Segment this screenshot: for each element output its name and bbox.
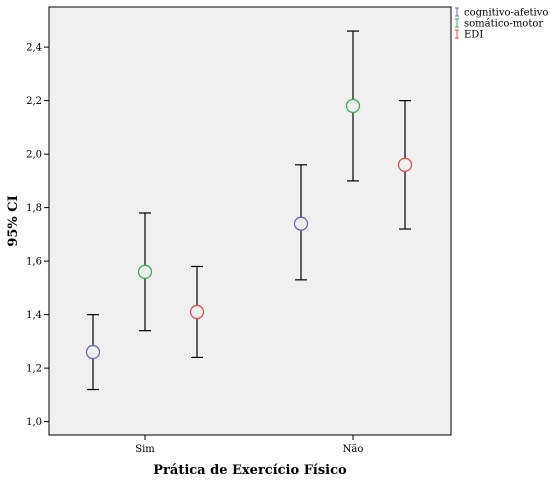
y-axis: 1,0 1,2 1,4 1,6 1,8 2,0 2,2 2,4 bbox=[26, 43, 49, 428]
series-layer bbox=[85, 30, 413, 391]
legend-label: cognitivo-afetivo bbox=[464, 8, 548, 19]
mean-marker bbox=[189, 304, 205, 320]
x-tick-label: Sim bbox=[135, 444, 155, 455]
y-tick-label: 1,8 bbox=[26, 203, 42, 214]
y-tick-label: 2,0 bbox=[26, 150, 42, 161]
mean-marker bbox=[345, 98, 361, 114]
y-tick-label: 1,4 bbox=[26, 310, 42, 321]
mean-marker bbox=[85, 344, 101, 360]
legend-label: EDI bbox=[464, 30, 483, 41]
y-tick-label: 2,4 bbox=[26, 43, 42, 54]
y-tick-label: 1,0 bbox=[26, 417, 42, 428]
y-tick-label: 1,2 bbox=[26, 364, 42, 375]
mean-marker bbox=[137, 264, 153, 279]
mean-marker bbox=[293, 216, 309, 231]
y-tick-label: 2,2 bbox=[26, 96, 42, 107]
mean-marker bbox=[397, 157, 413, 172]
plot-background bbox=[48, 6, 452, 436]
x-axis: Sim Não bbox=[135, 435, 363, 455]
x-tick-label: Não bbox=[343, 444, 364, 455]
legend-label: somático-motor bbox=[464, 19, 543, 30]
y-axis-title: 95% CI bbox=[6, 195, 21, 246]
x-axis-title: Prática de Exercício Físico bbox=[153, 463, 347, 478]
y-tick-label: 1,6 bbox=[26, 257, 42, 268]
